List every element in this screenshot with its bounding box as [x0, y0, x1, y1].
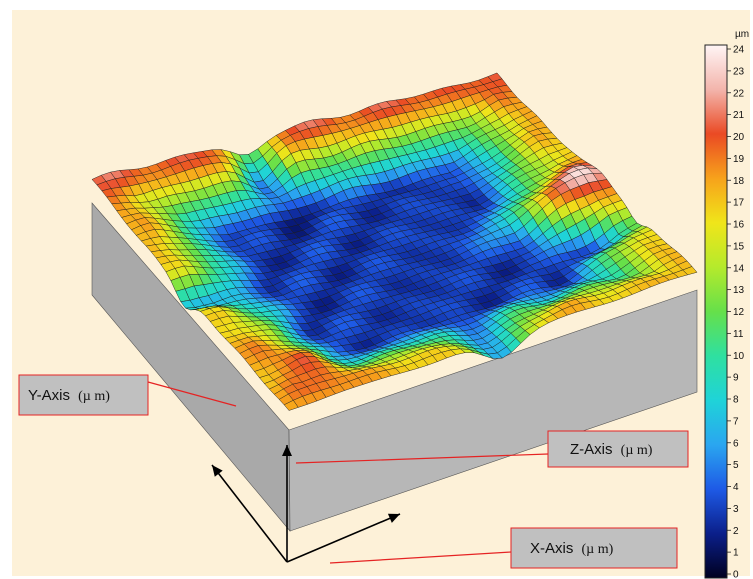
- colorbar-tick-label-3: 3: [733, 504, 739, 515]
- colorbar-tick-label-1: 1: [733, 548, 739, 559]
- colorbar-tick-label-23: 23: [733, 66, 745, 77]
- y-axis-label: Y-Axis: [28, 387, 70, 404]
- colorbar-tick-label-14: 14: [733, 263, 745, 274]
- colorbar-tick-label-12: 12: [733, 307, 745, 318]
- z-axis-callout: Z-Axis (µ m): [295, 430, 689, 468]
- colorbar-unit: µm: [735, 29, 749, 40]
- svg-text:X-Axis (µ m): X-Axis (µ m): [530, 540, 614, 557]
- x-axis-callout: X-Axis (µ m): [329, 527, 678, 569]
- colorbar-tick-label-20: 20: [733, 132, 745, 143]
- svg-text:Z-Axis (µ m): Z-Axis (µ m): [570, 441, 653, 458]
- colorbar-tick-label-2: 2: [733, 526, 739, 537]
- svg-text:Y-Axis (µ m): Y-Axis (µ m): [28, 387, 110, 404]
- z-axis-label: Z-Axis: [570, 441, 613, 458]
- colorbar-tick-label-11: 11: [733, 329, 744, 340]
- z-axis-unit: (µ m): [621, 443, 653, 458]
- x-axis-unit: (µ m): [582, 542, 614, 557]
- colorbar-gradient: [704, 44, 728, 579]
- colorbar-tick-label-10: 10: [733, 351, 745, 362]
- colorbar-tick-label-17: 17: [733, 198, 745, 209]
- colorbar-tick-label-13: 13: [733, 285, 745, 296]
- colorbar: µm 0123456789101112131415161718192021222…: [704, 29, 749, 579]
- colorbar-tick-label-21: 21: [733, 110, 745, 121]
- colorbar-tick-label-8: 8: [733, 395, 739, 406]
- y-axis-callout: Y-Axis (µ m): [18, 374, 237, 416]
- surface-cell: [283, 400, 299, 411]
- surface-mesh: [91, 72, 698, 411]
- colorbar-tick-label-7: 7: [733, 416, 739, 427]
- colorbar-tick-label-22: 22: [733, 88, 745, 99]
- colorbar-tick-label-18: 18: [733, 176, 745, 187]
- block-front-wall: [288, 289, 698, 532]
- colorbar-tick-label-19: 19: [733, 154, 745, 165]
- colorbar-tick-label-5: 5: [733, 460, 739, 471]
- y-axis-unit: (µ m): [78, 389, 110, 404]
- colorbar-tick-label-0: 0: [733, 570, 739, 579]
- colorbar-tick-label-4: 4: [733, 482, 739, 493]
- z-axis-arrow: [282, 445, 292, 562]
- colorbar-tick-label-15: 15: [733, 241, 745, 252]
- colorbar-tick-label-24: 24: [733, 45, 745, 56]
- colorbar-tick-label-6: 6: [733, 438, 739, 449]
- x-axis-arrow: [286, 513, 401, 563]
- x-axis-label: X-Axis: [530, 540, 573, 557]
- colorbar-tick-label-16: 16: [733, 220, 745, 231]
- y-axis-arrow: [211, 464, 288, 563]
- colorbar-tick-label-9: 9: [733, 373, 739, 384]
- axis-arrows: [211, 445, 401, 563]
